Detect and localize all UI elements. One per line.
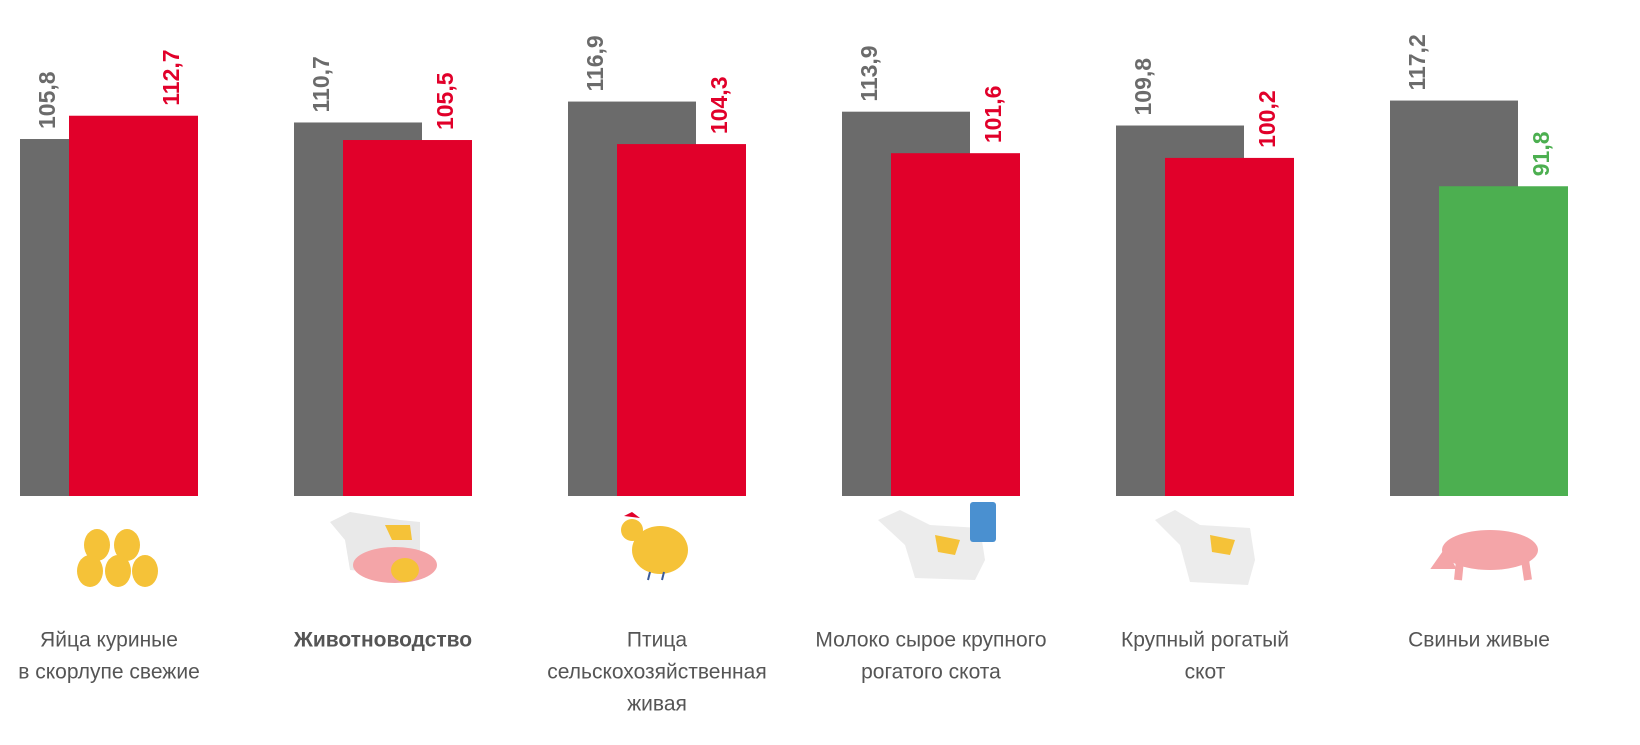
value-label: 109,8 [1130,58,1156,116]
value-label: 91,8 [1528,131,1554,176]
livestock-icon [330,512,437,583]
value-label: 104,3 [706,77,732,135]
bar [1165,157,1294,496]
value-label: 105,5 [432,72,458,130]
category-label: Животноводство [293,629,472,652]
cow-milk-icon [878,502,996,580]
category-label: живая [627,693,687,716]
chicken-icon [621,512,688,581]
category-label: сельскохозяйственная [547,661,766,684]
bar [617,144,746,497]
category-label: Молоко сырое крупного [815,629,1046,652]
value-label: 113,9 [856,45,882,101]
eggs-icon [77,529,158,587]
category-label: Свиньи живые [1408,629,1550,652]
value-label: 112,7 [158,49,184,105]
value-label: 101,6 [980,86,1006,144]
category-label: рогатого скота [861,661,1001,684]
category-label: Крупный рогатый [1121,629,1289,652]
value-label: 110,7 [308,56,334,112]
category-label: скот [1185,661,1226,684]
value-label: 116,9 [582,35,608,91]
category-label: Яйца куриные [40,629,178,652]
category-label: Птица [627,629,687,652]
value-label: 117,2 [1404,34,1430,90]
value-label: 105,8 [34,71,60,129]
bar [891,153,1020,496]
pig-icon [1430,530,1538,581]
bar [69,115,198,496]
bar [343,140,472,496]
category-label: в скорлупе свежие [18,661,200,684]
bar [1439,186,1568,497]
icons [77,502,1538,587]
value-label: 100,2 [1254,90,1280,148]
cow-icon [1155,510,1255,585]
